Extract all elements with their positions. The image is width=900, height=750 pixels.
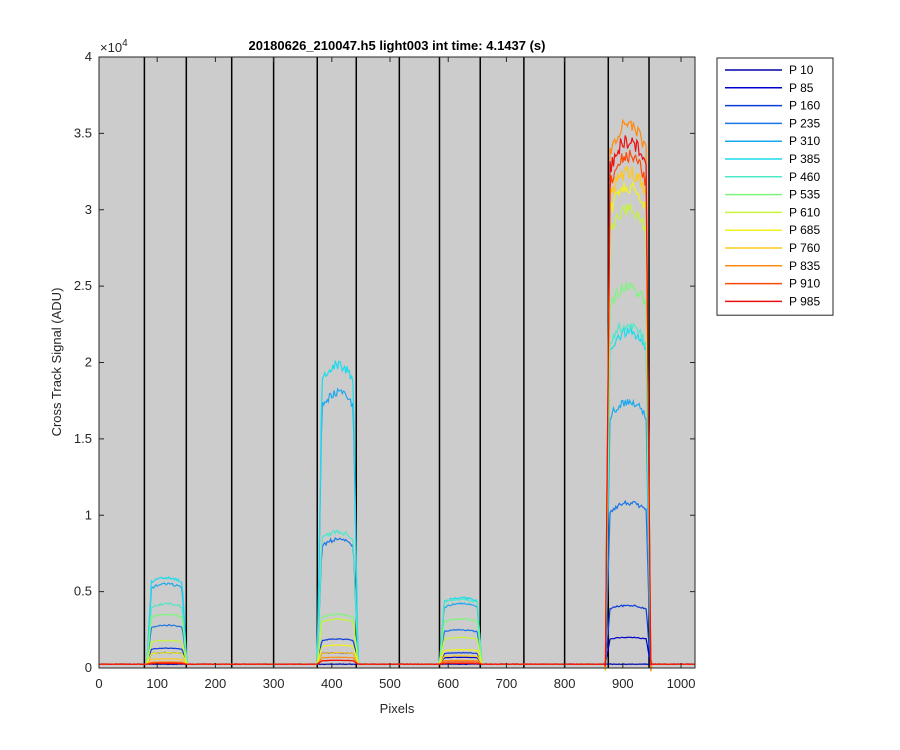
legend-label: P 835	[789, 259, 820, 273]
legend-label: P 535	[789, 188, 820, 202]
x-tick-label: 500	[379, 676, 401, 691]
plot-background	[99, 57, 695, 668]
y-exponent-label: ×104	[100, 38, 128, 55]
x-tick-label: 900	[612, 676, 634, 691]
y-tick-label: 4	[85, 49, 92, 64]
legend-label: P 10	[789, 63, 814, 77]
legend-label: P 160	[789, 99, 820, 113]
x-tick-label: 800	[554, 676, 576, 691]
series-line-p-985	[99, 135, 695, 667]
x-tick-label: 1000	[667, 676, 696, 691]
x-tick-label: 400	[321, 676, 343, 691]
legend-label: P 235	[789, 116, 820, 130]
x-axis-label: Pixels	[380, 701, 415, 716]
x-tick-label: 0	[95, 676, 102, 691]
legend-label: P 760	[789, 241, 820, 255]
y-tick-label: 3	[85, 202, 92, 217]
x-tick-label: 600	[437, 676, 459, 691]
legend: P 10 P 85 P 160 P 235 P 310 P 385 P 460 P 535 P …	[716, 57, 834, 316]
legend-label: P 985	[789, 294, 820, 308]
y-axis-label: Cross Track Signal (ADU)	[49, 288, 64, 437]
legend-label: P 910	[789, 277, 820, 291]
legend-label: P 385	[789, 152, 820, 166]
y-tick-label: 1.5	[74, 431, 92, 446]
x-ticks: 0 100 200 300 400 500 600 700 800 900 1000	[95, 57, 695, 691]
vertical-markers	[143, 57, 650, 668]
y-tick-label: 0	[85, 660, 92, 675]
plot-frame	[98, 56, 696, 669]
x-tick-label: 200	[205, 676, 227, 691]
x-tick-label: 300	[263, 676, 285, 691]
series-lines	[98, 118, 696, 672]
legend-label: P 685	[789, 223, 820, 237]
legend-label: P 460	[789, 170, 820, 184]
y-tick-label: 2	[85, 355, 92, 370]
x-tick-label: 700	[496, 676, 518, 691]
y-tick-label: 3.5	[74, 125, 92, 140]
chart-title: 20180626_210047.h5 light003 int time: 4.…	[248, 38, 545, 53]
y-exponent-power: 4	[122, 38, 128, 49]
y-tick-label: 0.5	[74, 584, 92, 599]
x-tick-label: 100	[146, 676, 168, 691]
legend-label: P 85	[789, 81, 814, 95]
legend-label: P 610	[789, 205, 820, 219]
legend-box	[716, 57, 834, 316]
y-tick-label: 2.5	[74, 278, 92, 293]
y-ticks: 0 0.5 1 1.5 2 2.5 3 3.5 4	[74, 49, 695, 675]
y-tick-label: 1	[85, 507, 92, 522]
legend-label: P 310	[789, 134, 820, 148]
